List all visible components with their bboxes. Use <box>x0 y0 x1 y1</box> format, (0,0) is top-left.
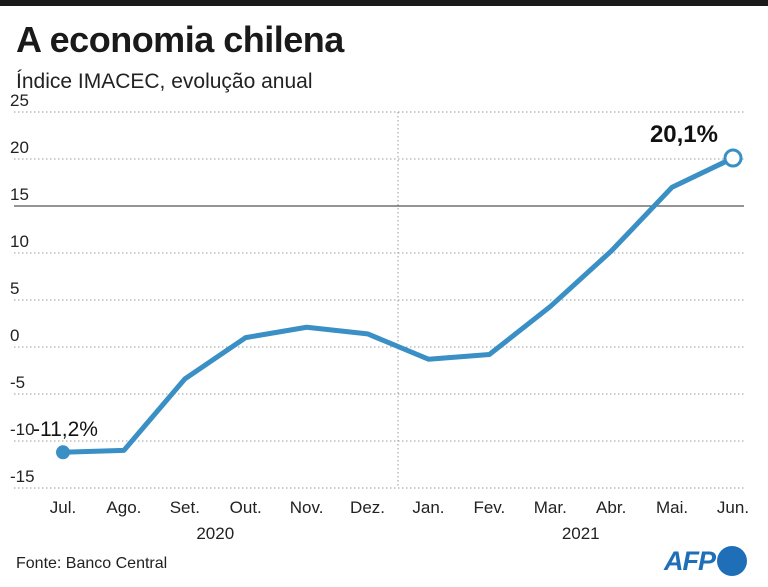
x-tick-label: Fev. <box>473 498 505 517</box>
year-label: 2020 <box>196 524 234 543</box>
x-tick-label: Set. <box>170 498 200 517</box>
chart-title: A economia chilena <box>16 19 344 60</box>
source-note: Fonte: Banco Central <box>16 555 168 572</box>
x-tick-label: Nov. <box>290 498 324 517</box>
end-point <box>723 148 743 168</box>
x-tick-label: Jan. <box>412 498 444 517</box>
x-tick-label: Dez. <box>350 498 385 517</box>
y-tick-label: 25 <box>10 91 29 110</box>
start-point <box>56 445 70 460</box>
end-value-label: 20,1% <box>650 121 718 148</box>
afp-logo-dot-icon <box>717 546 747 576</box>
y-tick-label: 10 <box>10 232 29 251</box>
y-tick-label: 5 <box>10 279 19 298</box>
x-tick-label: Abr. <box>596 498 626 517</box>
chart-subtitle: Índice IMACEC, evolução anual <box>16 70 313 93</box>
x-tick-label: Jun. <box>717 498 749 517</box>
y-tick-label: 15 <box>10 185 29 204</box>
afp-logo: AFP <box>664 544 747 578</box>
series-line <box>60 155 736 455</box>
x-tick-label: Mar. <box>534 498 567 517</box>
x-tick-label: Out. <box>230 498 262 517</box>
y-tick-label: 20 <box>10 138 29 157</box>
y-tick-label: -15 <box>10 467 35 486</box>
x-tick-label: Mai. <box>656 498 688 517</box>
y-tick-label: 0 <box>10 326 19 345</box>
year-label: 2021 <box>562 524 600 543</box>
start-value-label: -11,2% <box>33 418 98 441</box>
x-tick-label: Ago. <box>106 498 141 517</box>
y-tick-label: -10 <box>10 420 35 439</box>
y-tick-label: -5 <box>10 373 25 392</box>
top-rule <box>0 0 768 6</box>
x-tick-label: Jul. <box>50 498 76 517</box>
afp-logo-text: AFP <box>664 545 716 576</box>
